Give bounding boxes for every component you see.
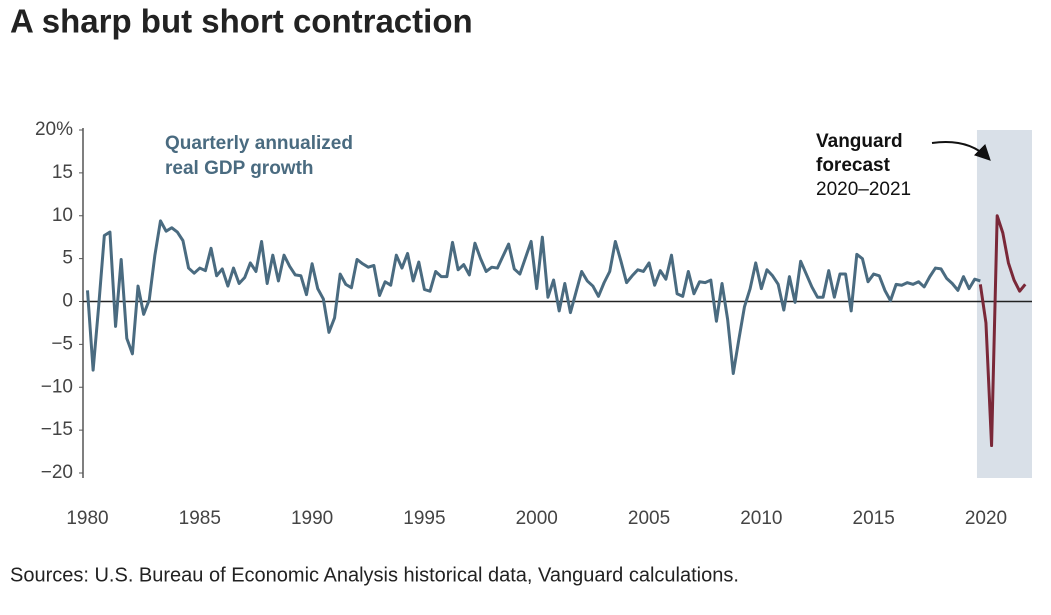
- series-line: [978, 214, 1027, 448]
- x-tick-label: 2000: [516, 508, 558, 529]
- series-line: [85, 219, 981, 376]
- forecast-annotation: 2020–2021: [816, 179, 911, 200]
- source-note: Sources: U.S. Bureau of Economic Analysi…: [10, 564, 739, 586]
- x-tick-label: 1990: [291, 508, 333, 529]
- x-tick-label: 1980: [66, 508, 108, 529]
- forecast-shading: [976, 130, 1032, 478]
- y-tick-label: −10: [41, 376, 73, 397]
- y-tick-label: −15: [41, 419, 73, 440]
- y-tick-label: −5: [51, 333, 73, 354]
- x-tick-label: 2010: [740, 508, 782, 529]
- y-tick-label: −20: [41, 462, 73, 483]
- series-annotation: Quarterly annualized: [165, 133, 353, 154]
- x-tick-label: 1995: [403, 508, 445, 529]
- y-tick-label: 20%: [35, 119, 73, 140]
- y-tick-label: 0: [62, 291, 73, 312]
- series-annotation: real GDP growth: [165, 158, 314, 179]
- y-tick-label: 15: [52, 162, 73, 183]
- forecast-annotation: Vanguard: [816, 131, 903, 152]
- annotation-arrow: [931, 141, 991, 161]
- y-tick-label: 5: [62, 248, 73, 269]
- x-tick-label: 2005: [628, 508, 670, 529]
- x-tick-label: 1985: [179, 508, 221, 529]
- x-tick-label: 2020: [965, 508, 1007, 529]
- x-tick-label: 2015: [853, 508, 895, 529]
- forecast-annotation: forecast: [816, 155, 891, 176]
- chart-title: A sharp but short contraction: [10, 3, 473, 40]
- y-tick-label: 10: [52, 205, 73, 226]
